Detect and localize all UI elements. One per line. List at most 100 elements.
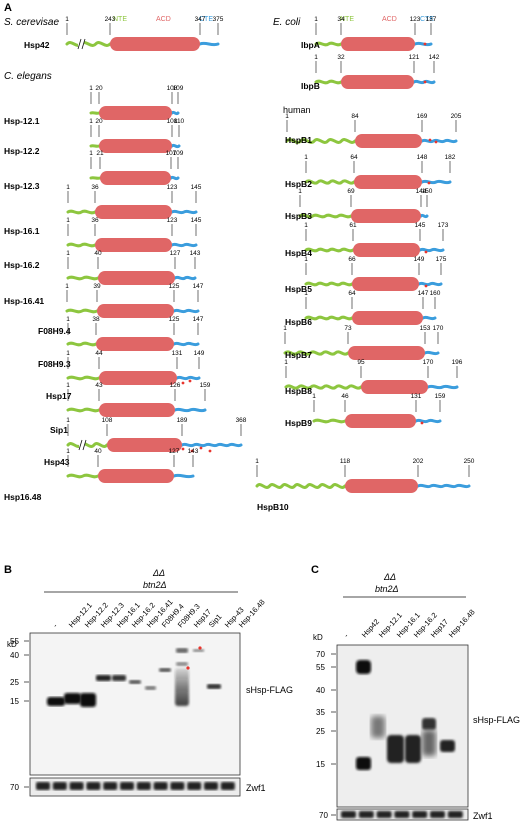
nte-segment	[66, 375, 101, 381]
residue-number: 196	[452, 359, 463, 366]
cte-segment	[416, 483, 471, 489]
acd-domain	[352, 277, 419, 291]
motif-marker	[434, 140, 438, 144]
legend-nte-right: NTE	[340, 16, 354, 23]
diagram-row-f08h9-3: 1 38 125 147 F08H9.3	[38, 316, 204, 369]
nte-segment	[314, 41, 343, 47]
diagram-row-hsp-16-1: 1 36 123 145 Hsp-16.1	[4, 184, 202, 236]
motif-marker	[428, 138, 432, 142]
cte-segment	[426, 384, 459, 390]
residue-number: 121	[409, 54, 420, 61]
mw-marker-label: 70	[316, 650, 325, 659]
cte-segment	[175, 375, 201, 381]
lane-label-control: -	[342, 631, 351, 639]
residue-number: 36	[91, 184, 99, 191]
diagram-row-hspb10: 1 118 202 250 HspB10	[255, 458, 475, 512]
motif-marker	[188, 379, 192, 383]
diagram-row-hspb5: 1 66 149 175 HspB5	[285, 256, 447, 294]
residue-number: 150	[422, 188, 433, 195]
panel-b-lane-labels: - Hsp-12.1Hsp-12.2Hsp-12.3Hsp-16.1Hsp-16.…	[51, 598, 267, 630]
protein-label: F08H9.4	[38, 326, 71, 336]
residue-number: 107	[166, 150, 177, 157]
residue-number: 1	[66, 382, 70, 389]
residue-number: 84	[351, 113, 359, 120]
residue-number: 1	[304, 290, 308, 297]
nte-segment	[65, 308, 99, 314]
panel-b-strain-dd: ΔΔ	[152, 568, 165, 578]
residue-number: 144	[416, 188, 427, 195]
acd-domain	[100, 171, 171, 185]
acd-domain	[345, 414, 416, 428]
nte-segment	[298, 213, 353, 219]
cte-segment	[170, 209, 198, 215]
residue-number: 160	[430, 290, 441, 297]
panel-b-kd-label: kD	[7, 640, 17, 649]
motif-marker	[208, 449, 212, 453]
residue-number: 1	[304, 256, 308, 263]
panel-c-lane-labels: - Hsp42Hsp-12.1Hsp-16.1Hsp-16.2Hsp17Hsp-1…	[342, 608, 477, 640]
residue-number: 182	[445, 154, 456, 161]
cte-segment	[418, 247, 445, 253]
acd-domain	[341, 37, 415, 51]
residue-number: 1	[89, 118, 93, 125]
panel-b-blot-label: sHsp-FLAG	[246, 685, 293, 695]
residue-number: 202	[413, 458, 424, 465]
cte-segment	[170, 143, 181, 149]
motif-marker	[181, 447, 185, 451]
panel-b-control-bands	[36, 782, 235, 790]
diagram-row-hspb6: 1 64 147 160 HspB6	[285, 290, 441, 327]
residue-number: 109	[173, 150, 184, 157]
protein-label: HspB6	[285, 317, 312, 327]
motif-marker	[423, 42, 427, 46]
acd-domain	[354, 175, 422, 189]
panel-c-kd-label: kD	[313, 633, 323, 642]
residue-number: 143	[188, 448, 199, 455]
panel-c-control-marker: 70	[319, 811, 328, 820]
lane-label-control: -	[51, 621, 60, 629]
cte-segment	[170, 110, 180, 116]
motif-marker	[190, 449, 194, 453]
cte-segment	[172, 341, 200, 347]
motif-marker	[427, 181, 431, 185]
diagram-row-hspb7: 1 73 153 170 HspB7	[283, 325, 444, 360]
residue-number: 145	[191, 217, 202, 224]
protein-label: HspB3	[285, 211, 312, 221]
acd-domain	[345, 479, 418, 493]
acd-domain	[98, 469, 174, 483]
loading-band	[341, 811, 356, 818]
diagram-row-hspb9: 1 46 131 159 HspB9	[285, 393, 446, 428]
nte-segment	[304, 247, 355, 253]
cte-segment	[169, 175, 180, 181]
residue-number: 34	[337, 16, 345, 23]
protein-label: Hsp42	[24, 40, 50, 50]
protein-label: HspB1	[285, 135, 312, 145]
residue-number: 1	[298, 188, 302, 195]
residue-number: 40	[94, 448, 102, 455]
motif-marker	[424, 284, 428, 288]
acd-domain	[355, 134, 422, 148]
panel-b-label: B	[4, 564, 12, 576]
panel-c-strain-dd: ΔΔ	[383, 572, 396, 582]
protein-label: Hsp-12.3	[4, 181, 40, 191]
legend-nte-left: NTE	[113, 16, 127, 23]
residue-number: 38	[92, 316, 100, 323]
residue-number: 108	[102, 417, 113, 424]
cte-segment	[423, 350, 440, 356]
protein-label: Hsp17	[46, 391, 72, 401]
residue-number: 73	[344, 325, 352, 332]
break-mark	[82, 439, 87, 451]
protein-label: HspB8	[285, 386, 312, 396]
mw-marker-label: 55	[316, 663, 325, 672]
acd-domain	[95, 205, 172, 219]
nte-segment	[66, 442, 109, 448]
residue-number: 1	[314, 54, 318, 61]
residue-number: 125	[169, 283, 180, 290]
residue-number: 20	[95, 118, 103, 125]
protein-label: Hsp-16.41	[4, 296, 44, 306]
residue-number: 131	[411, 393, 422, 400]
loading-band	[394, 811, 410, 818]
acd-domain	[107, 438, 182, 452]
panel-b-red-marker	[198, 646, 202, 650]
loading-band	[103, 782, 118, 790]
